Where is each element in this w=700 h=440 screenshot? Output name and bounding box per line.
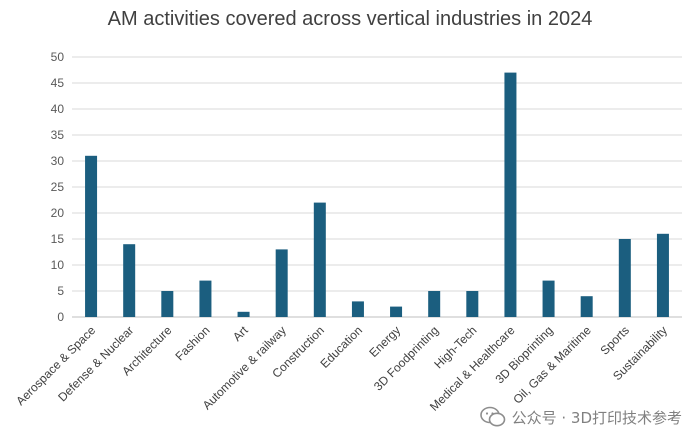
- bar: [237, 311, 250, 317]
- y-tick-label: 45: [51, 76, 65, 90]
- bar: [313, 202, 326, 317]
- bar: [466, 291, 479, 317]
- y-tick-label: 20: [51, 206, 65, 220]
- bar: [161, 291, 174, 317]
- bar: [85, 155, 98, 317]
- bar: [618, 239, 631, 317]
- bars: [85, 72, 669, 317]
- y-axis-ticks: 0 5 10 15 20 25 30 35 40 45 50: [51, 50, 65, 324]
- bar: [351, 301, 364, 317]
- bar: [390, 306, 403, 317]
- x-tick-label: Energy: [366, 323, 403, 360]
- wechat-icon: [479, 406, 506, 428]
- x-tick-label: Art: [230, 323, 251, 344]
- bar: [275, 249, 288, 317]
- bar: [123, 244, 136, 317]
- y-tick-label: 15: [51, 232, 65, 246]
- y-tick-label: 25: [51, 180, 65, 194]
- bar: [199, 280, 212, 317]
- x-tick-label: Sports: [598, 323, 632, 357]
- watermark-text: 公众号 · 3D打印技术参考: [511, 408, 682, 427]
- chart-title: AM activities covered across vertical in…: [107, 8, 593, 30]
- bar: [504, 72, 517, 317]
- x-tick-label: Education: [317, 323, 365, 371]
- bar: [428, 291, 441, 317]
- bar: [580, 296, 593, 317]
- y-tick-label: 10: [51, 258, 65, 272]
- y-tick-label: 30: [51, 154, 65, 168]
- bar: [656, 233, 669, 317]
- y-tick-label: 0: [57, 310, 64, 324]
- y-tick-label: 5: [57, 284, 64, 298]
- x-tick-label: Fashion: [172, 323, 212, 363]
- y-tick-label: 40: [51, 102, 65, 116]
- watermark: 公众号 · 3D打印技术参考: [479, 406, 682, 428]
- bar: [542, 280, 555, 317]
- y-tick-label: 35: [51, 128, 65, 142]
- y-tick-label: 50: [51, 50, 65, 64]
- gridlines: [72, 56, 682, 318]
